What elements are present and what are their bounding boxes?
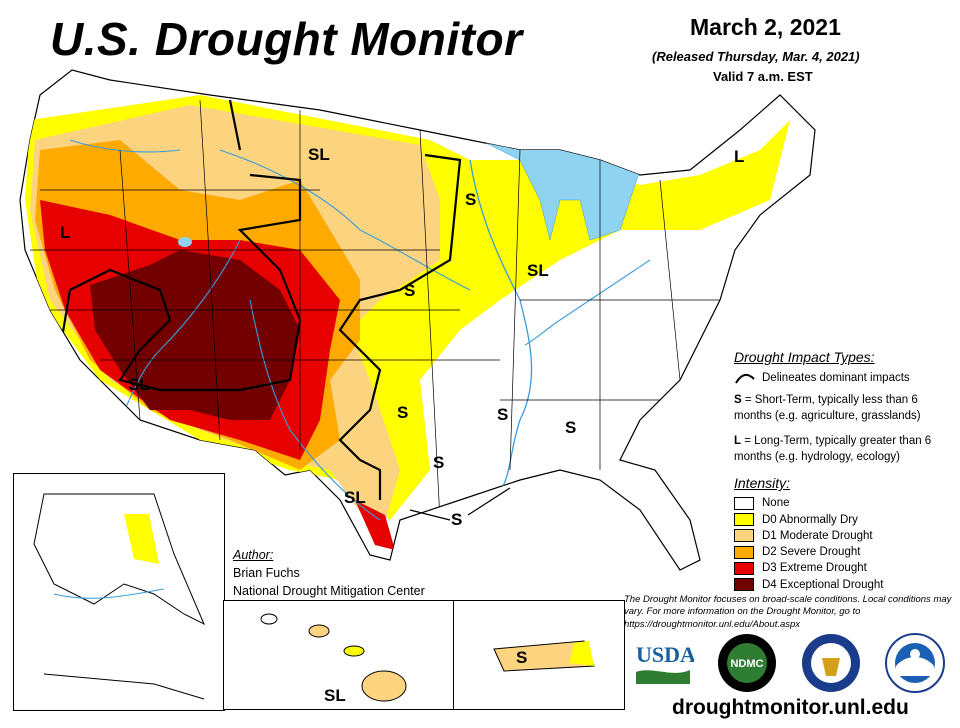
impact-label: S <box>497 405 508 424</box>
short-term-description: S = Short-Term, typically less than 6 mo… <box>734 394 921 422</box>
intensity-legend-title: Intensity: <box>734 475 791 492</box>
map-date: March 2, 2021 <box>690 14 841 40</box>
legend-item: D2 Severe Drought <box>734 544 954 560</box>
author-heading: Author: <box>233 548 274 562</box>
ndmc-logo[interactable]: NDMC <box>716 632 778 694</box>
impact-label: S <box>516 648 527 667</box>
impact-label: S <box>451 510 462 529</box>
legend-swatch <box>734 545 754 559</box>
legend-swatch <box>734 561 754 575</box>
impact-label: S <box>565 418 576 437</box>
intensity-legend: None D0 Abnormally Dry D1 Moderate Droug… <box>734 495 954 593</box>
legend-swatch <box>734 529 754 543</box>
impact-legend: Drought Impact Types: Delineates dominan… <box>734 349 954 593</box>
impact-label: SL <box>324 686 346 705</box>
boundary-description: Delineates dominant impacts <box>762 372 910 384</box>
website-link[interactable]: droughtmonitor.unl.edu <box>672 696 909 719</box>
svg-text:USDA: USDA <box>636 642 694 667</box>
impact-label: SL <box>128 375 150 394</box>
legend-item: D3 Extreme Drought <box>734 560 954 576</box>
legend-item: D0 Abnormally Dry <box>734 511 954 527</box>
legend-swatch <box>734 496 754 510</box>
alaska-inset <box>13 473 225 711</box>
impact-label: SL <box>344 488 366 507</box>
rio-grande <box>249 299 381 521</box>
legend-swatch <box>734 513 754 526</box>
legend-item: D4 Exceptional Drought <box>734 577 954 593</box>
valid-time: Valid 7 a.m. EST <box>713 69 813 84</box>
impact-label: SL <box>308 145 330 164</box>
author-org: National Drought Mitigation Center <box>233 584 425 599</box>
impact-label: S <box>433 453 444 472</box>
impact-label: SL <box>527 261 549 280</box>
legend-item: None <box>734 495 954 511</box>
impact-label: S <box>404 281 415 300</box>
sponsor-logos: USDA NDMC <box>632 632 952 694</box>
author-block: Author: Brian Fuchs National Drought Mit… <box>233 546 425 600</box>
ohio-river <box>524 259 651 346</box>
author-name: Brian Fuchs <box>233 566 300 581</box>
impact-label: L <box>734 147 744 166</box>
impact-legend-title: Drought Impact Types: <box>734 349 875 365</box>
d4-area <box>90 250 300 420</box>
usda-logo[interactable]: USDA <box>632 632 694 692</box>
legend-item: D1 Moderate Drought <box>734 528 954 544</box>
commerce-logo[interactable] <box>800 632 862 694</box>
release-date: (Released Thursday, Mar. 4, 2021) <box>652 49 860 64</box>
impact-label: S <box>397 403 408 422</box>
page-title: U.S. Drought Monitor <box>50 13 523 65</box>
columbia-river <box>69 139 181 153</box>
state-lines <box>30 99 720 521</box>
long-term-description: L = Long-Term, typically greater than 6 … <box>734 435 932 463</box>
great-salt-lake <box>178 237 192 247</box>
hawaii-inset: SL <box>223 600 455 710</box>
impact-label: L <box>60 223 70 242</box>
legend-swatch <box>734 578 754 592</box>
impact-boundaries <box>58 99 462 500</box>
missouri-river <box>219 149 471 291</box>
disclaimer-text: The Drought Monitor focuses on broad-sca… <box>624 594 952 630</box>
noaa-logo[interactable] <box>884 632 946 694</box>
d3-texas-coast <box>355 500 395 550</box>
colorado-river <box>119 239 241 421</box>
mississippi-river <box>469 159 533 491</box>
impact-label: S <box>465 190 476 209</box>
puerto-rico-inset: S <box>453 600 625 710</box>
svg-text:NDMC: NDMC <box>731 658 764 670</box>
boundary-line-icon <box>735 373 755 384</box>
